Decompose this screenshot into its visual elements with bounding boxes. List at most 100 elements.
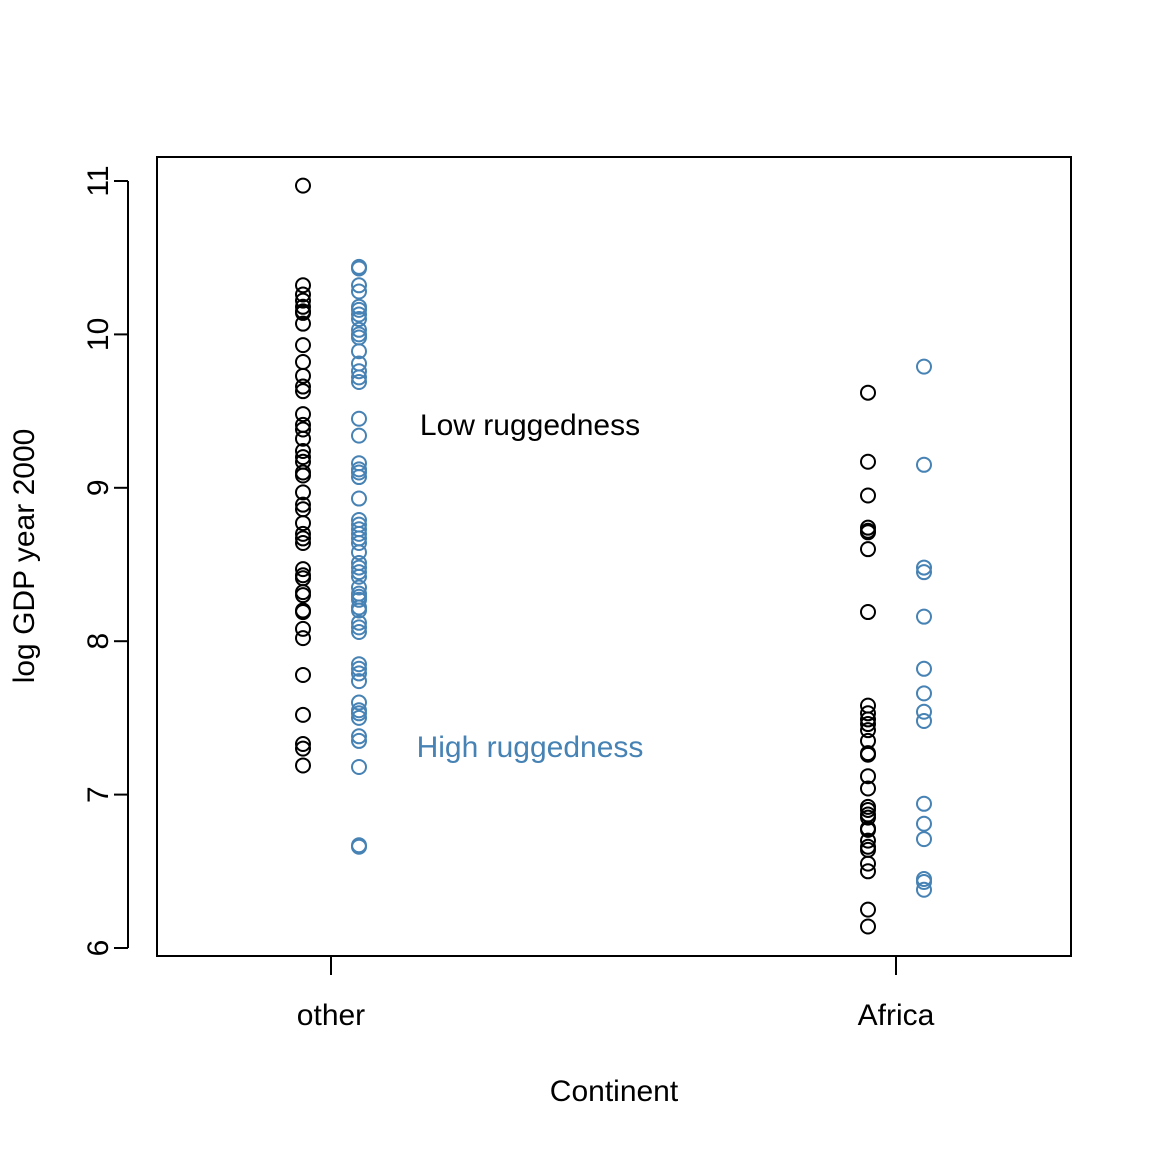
point-low-other: [295, 515, 311, 532]
point-low-other: [295, 604, 311, 621]
point-high-other: [351, 614, 367, 631]
x-tick-label: other: [297, 999, 365, 1032]
point-high-other: [351, 469, 367, 486]
point-low-africa: [860, 705, 876, 722]
y-tick-label: 9: [82, 479, 115, 496]
point-low-other: [295, 706, 311, 723]
point-high-africa: [916, 608, 932, 625]
x-axis-label: Continent: [550, 1075, 679, 1108]
point-high-other: [351, 758, 367, 775]
point-low-other: [295, 587, 311, 604]
point-high-other: [351, 283, 367, 300]
point-low-other: [295, 535, 311, 552]
data-points: [295, 177, 932, 935]
point-high-africa: [916, 712, 932, 729]
point-low-other: [295, 740, 311, 757]
point-high-other: [351, 525, 367, 542]
point-high-other: [351, 591, 367, 608]
point-low-africa: [860, 384, 876, 401]
x-axis: other Africa: [297, 955, 935, 1032]
point-low-other: [295, 666, 311, 683]
point-low-africa: [860, 453, 876, 470]
point-low-other: [295, 292, 311, 309]
point-high-other: [351, 705, 367, 722]
y-tick-label: 11: [82, 165, 115, 196]
point-low-other: [295, 735, 311, 752]
point-high-africa: [916, 815, 932, 832]
point-low-africa: [860, 780, 876, 797]
point-low-other: [295, 530, 311, 547]
point-high-africa: [916, 685, 932, 702]
point-low-africa: [860, 855, 876, 872]
point-high-other: [351, 363, 367, 380]
point-low-other: [295, 378, 311, 395]
point-high-africa: [916, 881, 932, 898]
y-axis: 6 7 8 9 10 11: [82, 165, 129, 956]
point-low-other: [295, 496, 311, 513]
y-axis-label: log GDP year 2000: [8, 429, 41, 684]
point-high-other: [351, 665, 367, 682]
point-high-other: [351, 728, 367, 745]
y-tick-label: 7: [82, 786, 115, 803]
point-high-other: [351, 656, 367, 673]
point-low-africa: [860, 863, 876, 880]
point-low-africa: [860, 918, 876, 935]
point-high-other: [351, 464, 367, 481]
point-high-other: [351, 311, 367, 328]
point-low-africa: [860, 524, 876, 541]
point-low-other: [295, 757, 311, 774]
point-low-africa: [860, 768, 876, 785]
point-high-africa: [916, 874, 932, 891]
point-high-other: [351, 321, 367, 338]
point-low-other: [295, 304, 311, 321]
point-high-other: [351, 369, 367, 386]
point-high-africa: [916, 795, 932, 812]
point-low-africa: [860, 722, 876, 739]
point-high-africa: [916, 831, 932, 848]
point-high-other: [351, 306, 367, 323]
point-high-other: [351, 732, 367, 749]
point-high-africa: [916, 456, 932, 473]
y-tick-label: 8: [82, 633, 115, 650]
point-high-other: [351, 260, 367, 277]
point-low-africa: [860, 487, 876, 504]
plot-frame: [156, 156, 1072, 957]
point-low-other: [295, 421, 311, 438]
point-low-other: [295, 367, 311, 384]
point-high-other: [351, 490, 367, 507]
point-high-other: [351, 838, 367, 855]
point-high-other: [351, 623, 367, 640]
point-high-other: [351, 694, 367, 711]
point-low-other: [295, 354, 311, 371]
point-low-other: [295, 630, 311, 647]
point-low-africa: [860, 711, 876, 728]
point-low-other: [295, 525, 311, 542]
point-high-other: [351, 709, 367, 726]
point-high-other: [351, 343, 367, 360]
x-tick-label: Africa: [858, 999, 935, 1032]
point-low-africa: [860, 832, 876, 849]
point-low-other: [295, 383, 311, 400]
annotation-high-ruggedness: High ruggedness: [417, 731, 644, 764]
point-high-africa: [916, 358, 932, 375]
point-high-other: [351, 559, 367, 576]
point-high-other: [351, 544, 367, 561]
point-high-africa: [916, 559, 932, 576]
point-high-other: [351, 568, 367, 585]
point-low-other: [295, 298, 311, 315]
point-low-other: [295, 277, 311, 294]
point-low-africa: [860, 821, 876, 838]
point-low-other: [295, 430, 311, 447]
point-low-africa: [860, 901, 876, 918]
point-low-other: [295, 449, 311, 466]
point-low-other: [295, 467, 311, 484]
point-low-other: [295, 406, 311, 423]
point-high-other: [351, 660, 367, 677]
y-tick-label: 10: [82, 318, 115, 351]
point-low-africa: [860, 801, 876, 818]
point-high-africa: [916, 564, 932, 581]
point-high-other: [351, 535, 367, 552]
point-low-other: [295, 561, 311, 578]
point-low-other: [295, 620, 311, 637]
